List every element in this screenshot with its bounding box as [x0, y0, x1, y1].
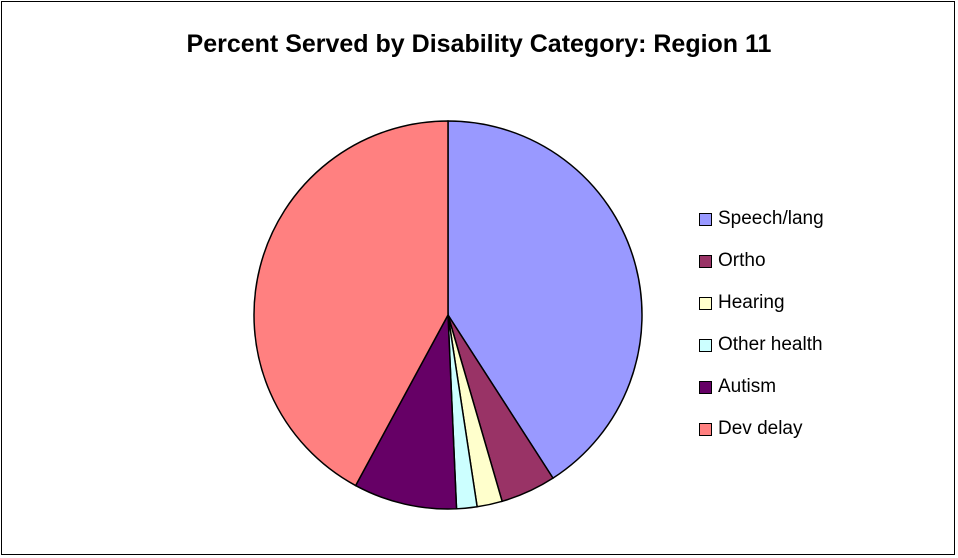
chart-title: Percent Served by Disability Category: R…	[186, 30, 772, 58]
legend-label: Other health	[718, 334, 823, 355]
legend-item: Other health	[699, 324, 824, 366]
pie-slice-dev-delay	[253, 120, 449, 487]
legend-label: Autism	[718, 376, 777, 397]
legend-swatch	[699, 422, 712, 436]
legend-label: Hearing	[718, 292, 785, 313]
legend-swatch	[699, 296, 712, 310]
legend-label: Dev delay	[718, 418, 803, 439]
legend-swatch	[699, 380, 712, 394]
legend: Speech/lang Ortho Hearing Other health Autis…	[699, 198, 824, 450]
legend-swatch	[699, 338, 712, 352]
legend-item: Ortho	[699, 240, 824, 282]
legend-item: Dev delay	[699, 408, 824, 450]
legend-label: Ortho	[718, 250, 766, 271]
legend-item: Hearing	[699, 282, 824, 324]
legend-swatch	[699, 212, 712, 226]
legend-item: Speech/lang	[699, 198, 824, 240]
pie-slice-speech-lang	[447, 120, 643, 480]
legend-label: Speech/lang	[718, 208, 824, 229]
legend-item: Autism	[699, 366, 824, 408]
pie-slice-autism	[354, 312, 458, 510]
legend-swatch	[699, 254, 712, 268]
